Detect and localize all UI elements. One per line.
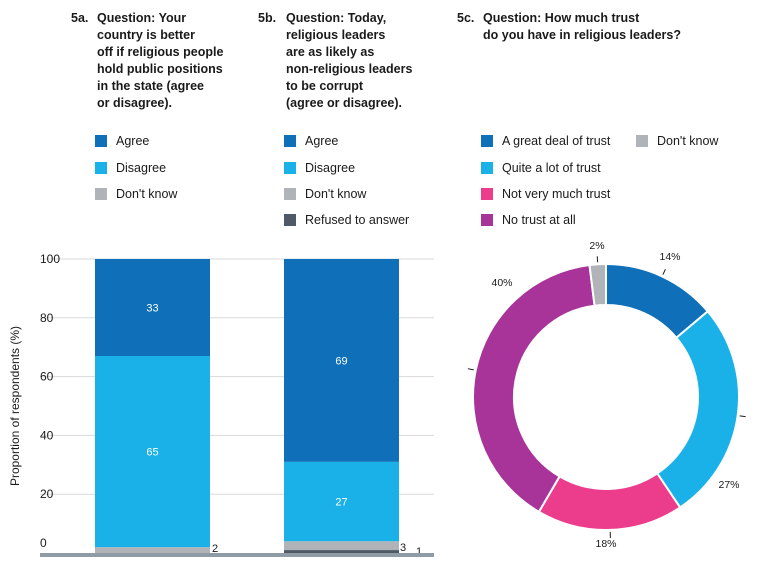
legend-c-not-very-much: Not very much trust [481, 187, 610, 201]
bar-segment [284, 550, 399, 553]
leader-line [662, 268, 666, 275]
legend-a-disagree: Disagree [95, 161, 166, 175]
legend-b-refused: Refused to answer [284, 213, 409, 227]
legend-label: Don't know [116, 187, 178, 201]
bar-segment [284, 259, 399, 462]
question-5b-number: 5b. [258, 11, 277, 25]
question-5a-text: Question: Your country is better off if … [97, 11, 224, 110]
x-axis-line [40, 553, 434, 557]
legend-b-disagree: Disagree [284, 161, 355, 175]
question-5c-number: 5c. [457, 11, 475, 25]
legend-swatch [481, 214, 493, 226]
legend-label: Quite a lot of trust [502, 161, 601, 175]
legend-swatch [481, 188, 493, 200]
legend-label: Disagree [116, 161, 167, 175]
question-5a-number: 5a. [71, 11, 89, 25]
legend-a-dont-know: Don't know [95, 187, 177, 201]
bar-value-label: 3 [400, 542, 406, 554]
legend-label: Agree [116, 134, 150, 148]
y-tick-label: 20 [40, 487, 54, 501]
bar-value-label: 33 [146, 303, 158, 315]
legend-swatch [284, 214, 296, 226]
legend-swatch [95, 188, 107, 200]
legend-swatch [284, 135, 296, 147]
legend-c-dont-know: Don't know [636, 134, 718, 148]
legend-swatch [284, 188, 296, 200]
legend-label: Disagree [305, 161, 356, 175]
leader-line [739, 415, 746, 418]
y-tick-label: 100 [40, 252, 60, 266]
bar-value-label: 69 [335, 355, 347, 367]
bar-segment [95, 259, 210, 357]
bar-value-label: 27 [335, 497, 347, 509]
donut-value-label: 18% [595, 538, 616, 550]
question-5b-text: Question: Today, religious leaders are a… [286, 11, 413, 110]
legend-c-great-deal: A great deal of trust [481, 134, 610, 148]
legend-label: Don't know [305, 187, 367, 201]
question-5c-text: Question: How much trust do you have in … [483, 11, 681, 42]
legend-label: Refused to answer [305, 213, 410, 227]
y-tick-label: 60 [40, 370, 54, 384]
donut-value-label: 14% [659, 251, 680, 263]
bar-value-label: 1 [416, 546, 422, 558]
donut-value-label: 40% [491, 277, 512, 289]
y-tick-label: 80 [40, 311, 54, 325]
legend-swatch [284, 162, 296, 174]
donut-slice [588, 262, 607, 307]
legend-swatch [636, 135, 648, 147]
legend-label: Not very much trust [502, 187, 611, 201]
legend-label: No trust at all [502, 213, 576, 227]
legend-a-agree: Agree [95, 134, 149, 148]
legend-swatch [95, 135, 107, 147]
legend-label: Agree [305, 134, 339, 148]
bar-value-label: 2 [212, 543, 218, 555]
bar-segment [284, 461, 399, 542]
legend-label: A great deal of trust [502, 134, 611, 148]
legend-b-dont-know: Don't know [284, 187, 366, 201]
legend-b-agree: Agree [284, 134, 338, 148]
donut-slice [472, 263, 596, 514]
bar-segment [95, 547, 210, 553]
y-tick-label: 40 [40, 428, 54, 442]
leader-line [467, 368, 474, 371]
legend-c-quite-a-lot: Quite a lot of trust [481, 161, 601, 175]
donut-value-label: 2% [589, 240, 604, 252]
y-tick-label: 0 [40, 536, 47, 550]
y-axis-label: Proportion of respondents (%) [8, 326, 22, 486]
legend-label: Don't know [657, 134, 719, 148]
legend-c-no-trust: No trust at all [481, 213, 576, 227]
legend-swatch [481, 135, 493, 147]
legend-swatch [95, 162, 107, 174]
bar-segment [284, 541, 399, 551]
legend-swatch [481, 162, 493, 174]
bar-segment [95, 356, 210, 548]
donut-slice [537, 472, 682, 531]
donut-value-label: 27% [718, 479, 739, 491]
bar-value-label: 65 [146, 447, 158, 459]
